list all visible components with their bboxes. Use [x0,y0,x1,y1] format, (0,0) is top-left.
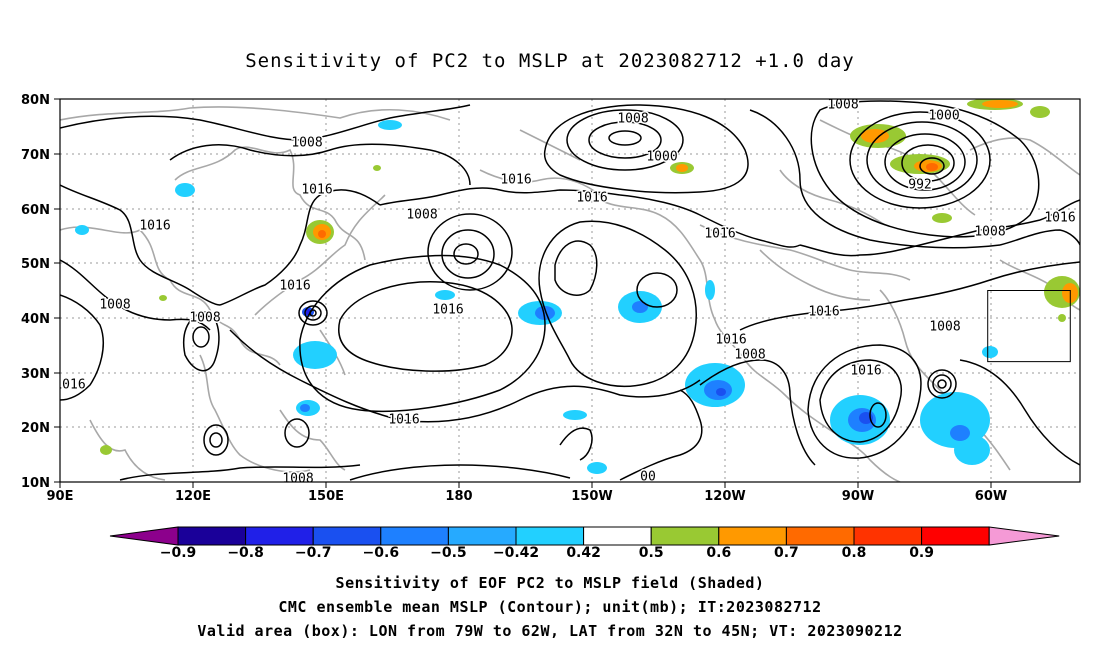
valid-area-box [987,290,1071,363]
plot-frame [59,98,1081,483]
longitude-labels: 90E 120E 150E 180 150W 120W 90W 60W [47,489,1008,504]
lon-label: 90W [842,489,874,504]
colorbar-swatch [921,526,990,546]
contour-label: 1016 [388,413,419,428]
lat-label: 70N [21,148,50,163]
contour-label: 1008 [734,348,765,363]
colorbar-label: 0.5 [639,545,664,561]
colorbar-swatch [785,526,855,546]
colorbar-swatch [245,526,314,546]
contour-label: 1008 [99,298,130,313]
contour-label: 1000 [928,109,959,124]
contour-label: 1008 [291,136,322,151]
contour-label: 1016 [54,378,85,393]
colorbar-label: −0.42 [493,545,539,561]
positive-sensitivity-shading [100,99,1080,455]
lat-label: 60N [21,203,50,218]
footer-line-3: Valid area (box): LON from 79W to 62W, L… [197,622,903,640]
lon-label: 150E [308,489,344,504]
colorbar [109,526,1060,546]
colorbar-swatch [583,526,652,546]
lat-label: 30N [21,367,50,382]
axis-ticks [54,98,992,488]
colorbar-swatch [312,526,382,546]
colorbar-label: −0.7 [295,545,332,561]
contour-label: 1008 [406,208,437,223]
lat-label: 10N [21,476,50,491]
colorbar-swatch [515,526,585,546]
contour-label: 1016 [704,227,735,242]
colorbar-label: 0.6 [706,545,731,561]
mslp-contours [60,100,1080,481]
latitude-labels: 80N 70N 60N 50N 40N 30N 20N 10N [21,93,50,491]
contour-label: 1016 [500,173,531,188]
lat-label: 20N [21,421,50,436]
colorbar-swatch [447,526,517,546]
contour-label: 1016 [1044,211,1075,226]
contour-label: 1016 [432,303,463,318]
contour-label: 1008 [189,311,220,326]
lon-label: 120E [175,489,211,504]
contour-label: 1016 [576,191,607,206]
colorbar-label: −0.5 [430,545,467,561]
contour-label: 1008 [974,225,1005,240]
colorbar-labels: −0.9 −0.8 −0.7 −0.6 −0.5 −0.42 0.42 0.5 0.6 0.7 0.… [160,545,934,561]
colorbar-swatch [853,526,923,546]
contour-label: 1016 [139,219,170,234]
grid-lines [60,99,1080,482]
colorbar-label: 0.9 [909,545,934,561]
colorbar-min-arrow [109,526,179,546]
contour-label: 1016 [850,364,881,379]
colorbar-swatch [177,526,247,546]
contour-label: 1016 [301,183,332,198]
lon-label: 150W [571,489,612,504]
contour-label: 1016 [715,333,746,348]
lat-label: 40N [21,312,50,327]
colorbar-swatch [718,526,787,546]
contour-label: 1008 [282,472,313,487]
contour-label: 00 [640,470,656,485]
colorbar-label: −0.6 [363,545,400,561]
colorbar-swatch [650,526,720,546]
colorbar-label: 0.8 [842,545,867,561]
contour-label: 1000 [646,150,677,165]
contour-labels: 1008100810001008100099210161016101610081… [54,98,1077,487]
map-title: Sensitivity of PC2 to MSLP at 2023082712… [245,50,855,72]
lon-label: 90E [47,489,74,504]
colorbar-swatch [380,526,449,546]
lat-label: 80N [21,93,50,108]
colorbar-label: −0.9 [160,545,197,561]
contour-label: 1008 [827,98,858,113]
lat-label: 50N [21,257,50,272]
colorbar-max-arrow [988,526,1060,546]
footer-line-1: Sensitivity of EOF PC2 to MSLP field (Sh… [335,574,765,592]
colorbar-label: −0.8 [227,545,264,561]
contour-label: 1016 [808,305,839,320]
contour-label: 992 [908,178,931,193]
contour-label: 1008 [617,112,648,127]
contour-label: 1008 [929,320,960,335]
negative-sensitivity-shading [75,120,998,474]
colorbar-label: 0.7 [774,545,799,561]
colorbar-label: 0.42 [566,545,601,561]
lon-label: 60W [975,489,1007,504]
lon-label: 180 [445,489,472,504]
footer-line-2: CMC ensemble mean MSLP (Contour); unit(m… [278,598,822,616]
lon-label: 120W [704,489,745,504]
contour-label: 1016 [279,279,310,294]
